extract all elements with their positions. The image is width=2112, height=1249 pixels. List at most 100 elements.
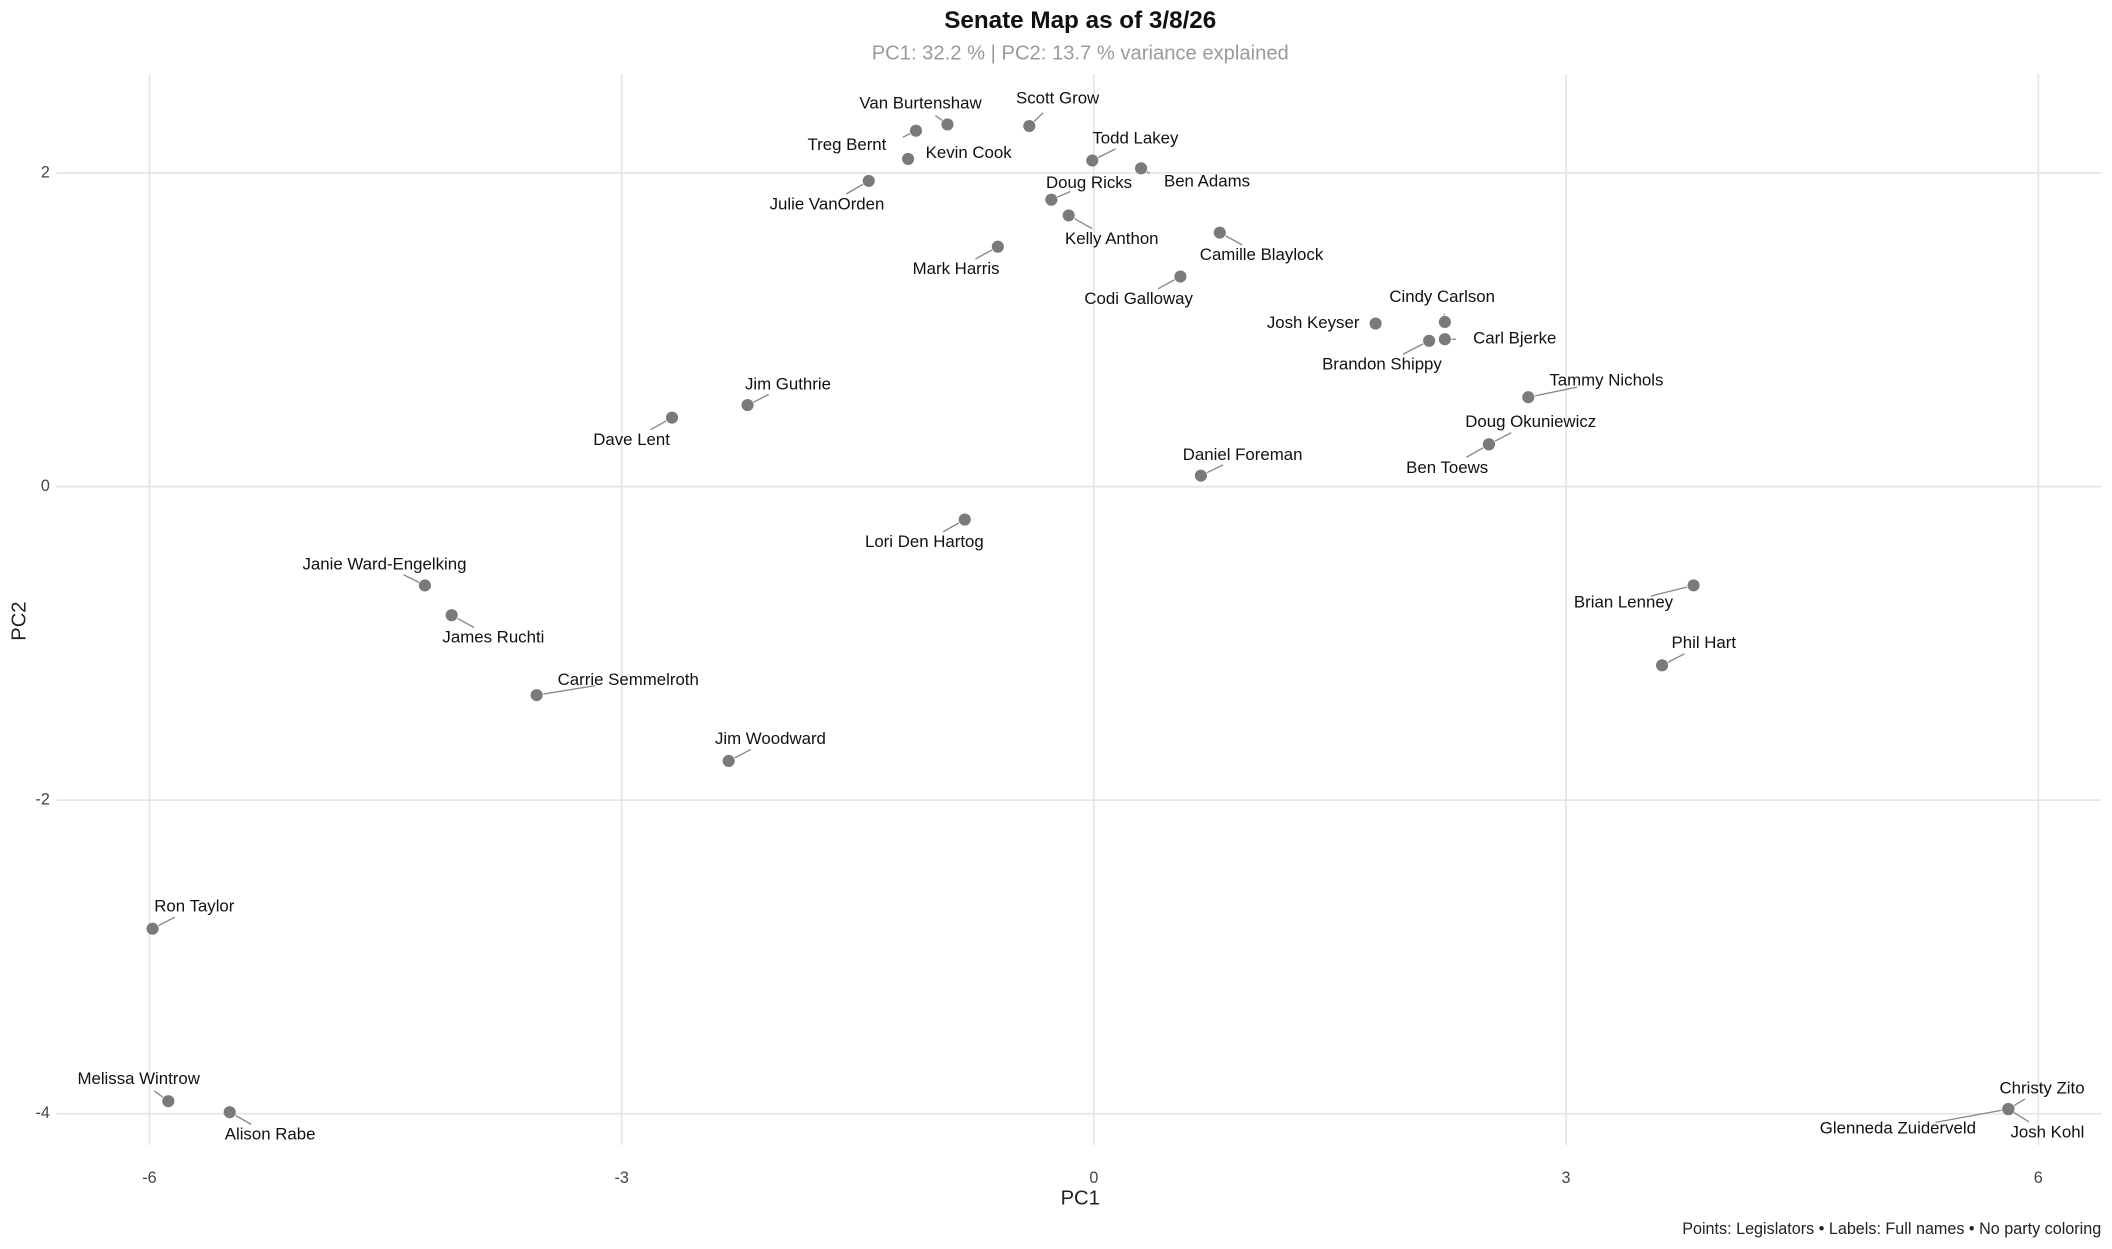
- leader-line: [975, 249, 993, 260]
- leader-line: [1402, 343, 1424, 355]
- x-tick-label: 0: [1089, 1169, 1098, 1187]
- point-label: Jim Guthrie: [745, 374, 831, 393]
- point-label: Ben Adams: [1164, 171, 1250, 190]
- leader-line: [845, 183, 864, 195]
- point-label: Kelly Anthon: [1065, 229, 1159, 248]
- point-label: Tammy Nichols: [1549, 371, 1663, 390]
- point-label: Christy Zito: [1999, 1078, 2084, 1097]
- leader-line: [235, 1114, 252, 1125]
- leader-line: [1033, 112, 1044, 122]
- point-label: Dave Lent: [593, 430, 670, 449]
- leader-line: [2013, 1112, 2030, 1123]
- point-label: Doug Okuniewicz: [1465, 412, 1596, 431]
- leader-line: [1157, 279, 1175, 290]
- y-axis-title: PC2: [9, 601, 31, 640]
- point: [902, 152, 915, 165]
- point: [1438, 333, 1451, 346]
- point: [1135, 162, 1148, 175]
- point-label: Mark Harris: [913, 259, 1000, 278]
- leader-line: [1097, 148, 1116, 159]
- leader-line: [2013, 1098, 2026, 1107]
- chart-title: Senate Map as of 3/8/26: [944, 7, 1216, 34]
- point-label: Camille Blaylock: [1200, 245, 1324, 264]
- leader-line: [934, 114, 943, 121]
- point: [862, 174, 875, 187]
- y-tick-label: 0: [41, 477, 50, 495]
- leader-line: [1935, 1109, 2002, 1124]
- leader-line: [158, 916, 176, 927]
- point: [445, 609, 458, 622]
- x-tick-label: -3: [614, 1169, 628, 1187]
- leader-line: [543, 684, 596, 695]
- point: [1423, 334, 1436, 347]
- point: [530, 689, 543, 702]
- point-label: Van Burtenshaw: [859, 94, 982, 113]
- point: [1045, 193, 1058, 206]
- point-label: Jim Woodward: [715, 729, 826, 748]
- leader-line: [902, 133, 911, 138]
- point: [1438, 315, 1451, 329]
- point-label: Phil Hart: [1672, 633, 1737, 652]
- point-label: Brandon Shippy: [1322, 355, 1442, 374]
- point: [741, 399, 754, 412]
- point-label: Ron Taylor: [154, 897, 235, 916]
- point: [1086, 154, 1099, 167]
- point-label: Brian Lenney: [1574, 592, 1674, 611]
- point-label: Josh Kohl: [2010, 1123, 2084, 1142]
- x-tick-label: -6: [142, 1169, 156, 1187]
- y-tick-label: 2: [41, 163, 50, 181]
- x-axis-title: PC1: [1061, 1187, 1100, 1209]
- point: [1174, 270, 1187, 283]
- leader-line: [153, 1090, 164, 1098]
- point: [162, 1095, 175, 1108]
- point: [1687, 579, 1700, 592]
- point-label: Cindy Carlson: [1389, 287, 1495, 306]
- point-label: Carrie Semmelroth: [558, 670, 699, 689]
- point-label: Lori Den Hartog: [865, 532, 984, 551]
- point: [1482, 438, 1495, 451]
- point: [1369, 317, 1382, 330]
- point: [418, 579, 431, 592]
- x-tick-label: 6: [2034, 1169, 2043, 1187]
- x-tick-label: 3: [1562, 1169, 1571, 1187]
- leader-line: [1225, 235, 1243, 246]
- grid: -6 -3 0 3 6 -4 -2 0 2: [35, 74, 2102, 1187]
- point-label: Scott Grow: [1016, 89, 1100, 108]
- point: [1213, 226, 1226, 239]
- point-label: Janie Ward-Engelking: [302, 555, 466, 574]
- point-label: Codi Galloway: [1084, 289, 1193, 308]
- y-tick-label: -2: [35, 790, 49, 808]
- point: [1522, 391, 1535, 404]
- point-label: Daniel Foreman: [1183, 445, 1303, 464]
- point-label: Glenneda Zuiderveld: [1820, 1119, 1976, 1138]
- leader-line: [734, 748, 752, 759]
- point: [958, 513, 971, 526]
- point-label: Doug Ricks: [1046, 173, 1132, 192]
- leader-line: [1057, 190, 1071, 198]
- point-label: Todd Lakey: [1092, 128, 1179, 147]
- leader-line: [457, 617, 475, 629]
- leader-line: [942, 522, 960, 533]
- point-label: Ben Toews: [1406, 458, 1488, 477]
- leader-line: [1146, 171, 1150, 174]
- point: [941, 118, 954, 131]
- point: [722, 754, 735, 768]
- point-label: Carl Bjerke: [1473, 329, 1556, 348]
- point: [1656, 659, 1669, 672]
- leader-line: [1534, 386, 1578, 397]
- leader-line: [1667, 653, 1685, 663]
- point-label: Julie VanOrden: [770, 195, 885, 214]
- point: [146, 922, 159, 935]
- point: [1023, 119, 1036, 133]
- point: [223, 1106, 236, 1119]
- point: [909, 124, 923, 137]
- leader-line: [1494, 432, 1512, 442]
- marks: Van Burtenshaw Scott Grow Treg Bernt Kevin …: [77, 89, 2084, 1144]
- y-tick-label: -4: [35, 1104, 49, 1122]
- point: [665, 411, 679, 424]
- point-label: Melissa Wintrow: [77, 1069, 200, 1088]
- point: [991, 240, 1004, 253]
- leader-line: [753, 393, 770, 403]
